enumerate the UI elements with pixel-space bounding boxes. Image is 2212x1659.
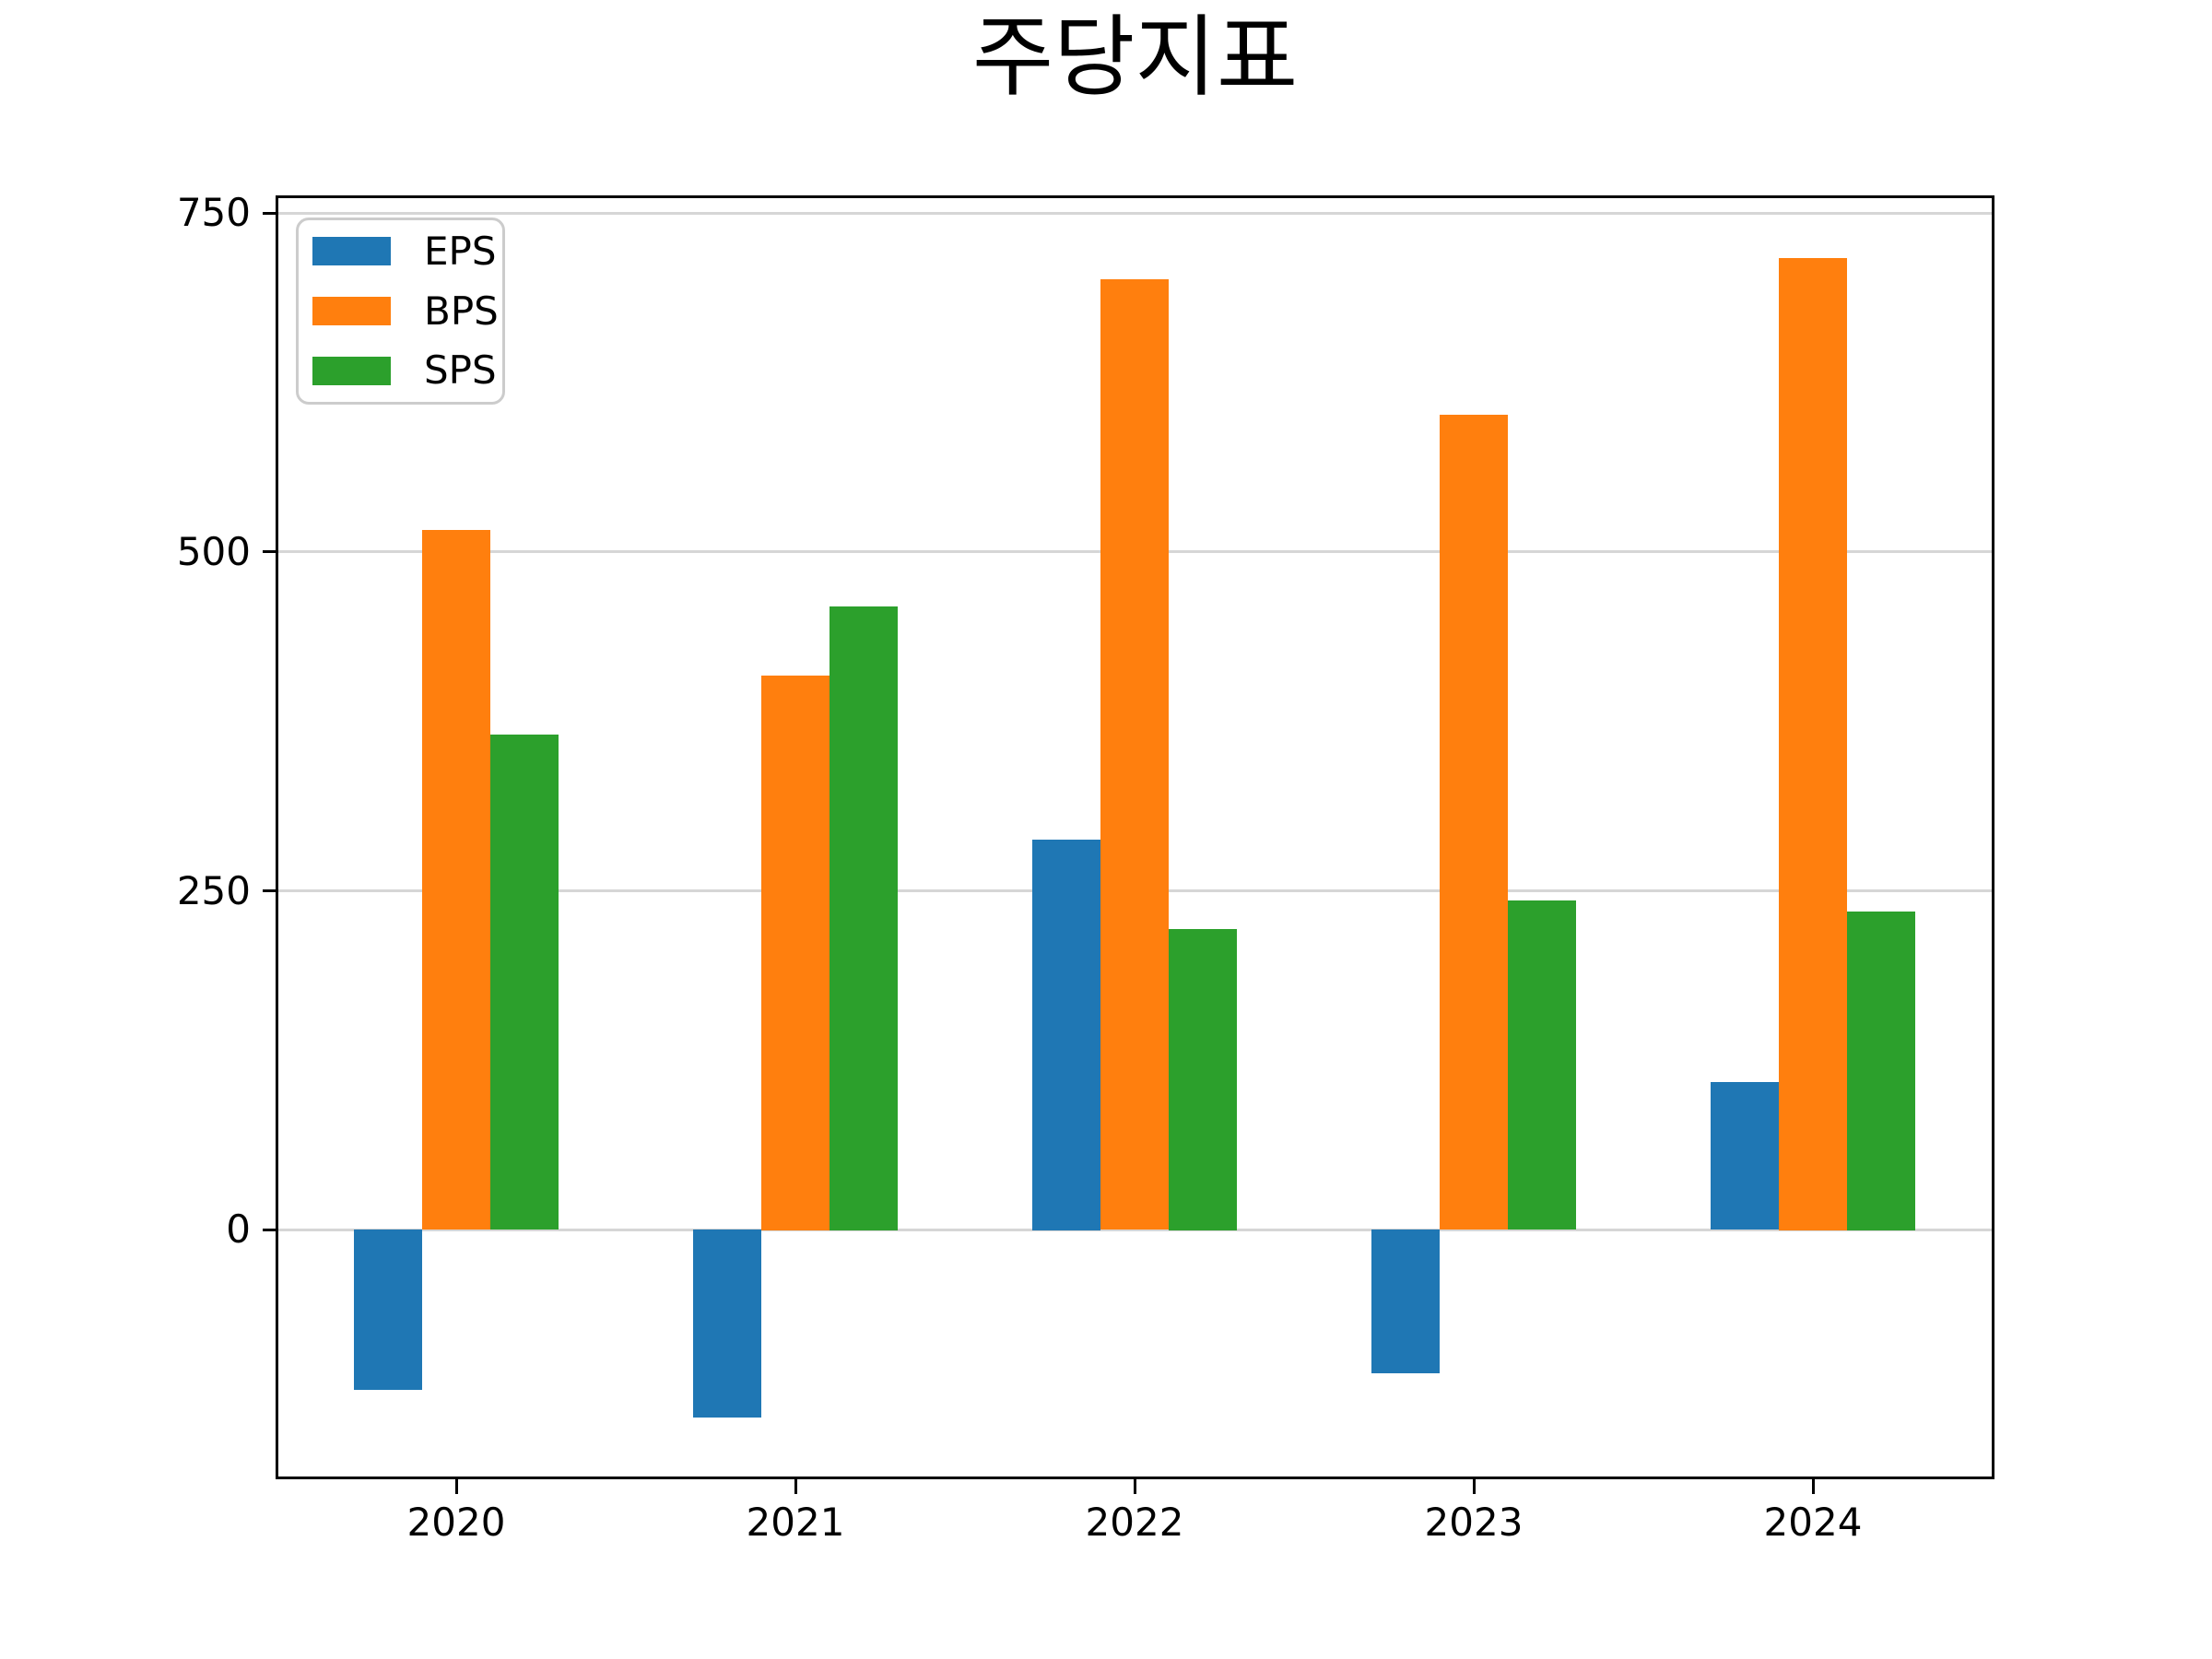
legend-swatch-bps bbox=[312, 297, 391, 325]
bar-eps-2020 bbox=[354, 1230, 422, 1390]
bar-bps-2021 bbox=[761, 676, 830, 1230]
y-tick-label-250: 250 bbox=[176, 867, 251, 913]
bar-bps-2023 bbox=[1440, 415, 1508, 1230]
y-tick-mark-500 bbox=[263, 550, 277, 554]
bar-eps-2021 bbox=[693, 1230, 761, 1418]
x-tick-label-2022: 2022 bbox=[1085, 1500, 1184, 1545]
x-tick-mark-2021 bbox=[794, 1479, 797, 1494]
plot-area: EPS BPS SPS bbox=[278, 198, 1992, 1477]
x-tick-mark-2020 bbox=[454, 1479, 458, 1494]
legend-label-sps: SPS bbox=[424, 347, 497, 394]
legend-item-sps: SPS bbox=[299, 342, 502, 399]
x-tick-mark-2024 bbox=[1811, 1479, 1815, 1494]
bar-bps-2020 bbox=[422, 530, 490, 1230]
gridline-0 bbox=[278, 1228, 1992, 1231]
bar-bps-2022 bbox=[1100, 279, 1169, 1230]
legend-item-eps: EPS bbox=[299, 223, 502, 280]
legend-label-eps: EPS bbox=[424, 228, 497, 274]
legend: EPS BPS SPS bbox=[296, 218, 505, 405]
bar-eps-2024 bbox=[1711, 1082, 1779, 1230]
x-tick-label-2024: 2024 bbox=[1763, 1500, 1863, 1545]
bar-sps-2020 bbox=[490, 735, 559, 1230]
chart-title: 주당지표 bbox=[971, 6, 1299, 109]
bar-sps-2022 bbox=[1169, 929, 1237, 1230]
bar-sps-2021 bbox=[830, 606, 898, 1230]
y-tick-mark-250 bbox=[263, 889, 277, 893]
bar-sps-2024 bbox=[1847, 912, 1915, 1230]
bar-bps-2024 bbox=[1779, 258, 1847, 1230]
x-tick-mark-2022 bbox=[1133, 1479, 1136, 1494]
y-tick-mark-750 bbox=[263, 211, 277, 215]
legend-swatch-sps bbox=[312, 356, 391, 385]
legend-label-bps: BPS bbox=[424, 288, 499, 334]
x-tick-label-2020: 2020 bbox=[406, 1500, 506, 1545]
bar-sps-2023 bbox=[1508, 900, 1576, 1230]
legend-swatch-eps bbox=[312, 237, 391, 266]
x-tick-label-2023: 2023 bbox=[1424, 1500, 1524, 1545]
y-tick-label-500: 500 bbox=[176, 528, 251, 574]
legend-item-bps: BPS bbox=[299, 283, 502, 340]
y-tick-label-0: 0 bbox=[226, 1206, 251, 1253]
gridline-750 bbox=[278, 211, 1992, 215]
x-tick-mark-2023 bbox=[1472, 1479, 1476, 1494]
bar-eps-2022 bbox=[1032, 840, 1100, 1230]
x-tick-label-2021: 2021 bbox=[746, 1500, 845, 1545]
bar-eps-2023 bbox=[1371, 1230, 1440, 1373]
y-tick-label-750: 750 bbox=[176, 190, 251, 236]
y-tick-mark-0 bbox=[263, 1228, 277, 1231]
